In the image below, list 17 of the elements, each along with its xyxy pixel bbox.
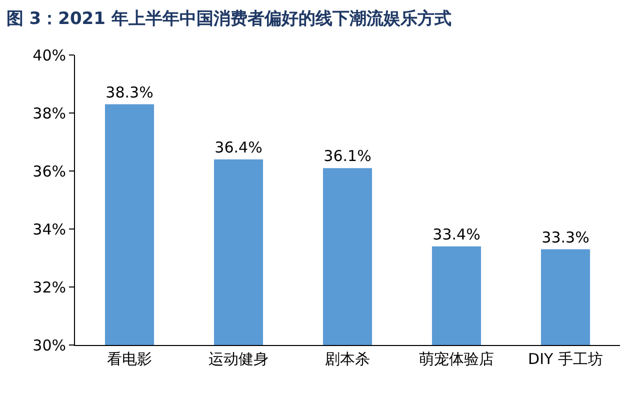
x-tick-label: 运动健身 — [208, 350, 268, 368]
y-tick-label: 40% — [32, 46, 66, 64]
x-tick-label: DIY 手工坊 — [528, 350, 603, 368]
data-label: 33.4% — [432, 225, 480, 244]
y-tick-label: 34% — [32, 220, 66, 238]
x-tick-label: 看电影 — [107, 350, 152, 368]
x-tick-label: 剧本杀 — [325, 350, 370, 368]
y-tick-label: 30% — [32, 336, 66, 354]
y-tick-label: 32% — [32, 278, 66, 296]
data-label: 33.3% — [542, 228, 590, 246]
data-label: 36.4% — [214, 138, 262, 156]
x-tick-label: 萌宠体验店 — [419, 350, 494, 368]
y-tick-label: 38% — [32, 104, 66, 122]
data-label: 38.3% — [106, 83, 154, 102]
chart-title: 图 3：2021 年上半年中国消费者偏好的线下潮流娱乐方式 — [6, 8, 452, 29]
data-label: 36.1% — [324, 147, 372, 166]
y-tick-label: 36% — [32, 162, 66, 180]
